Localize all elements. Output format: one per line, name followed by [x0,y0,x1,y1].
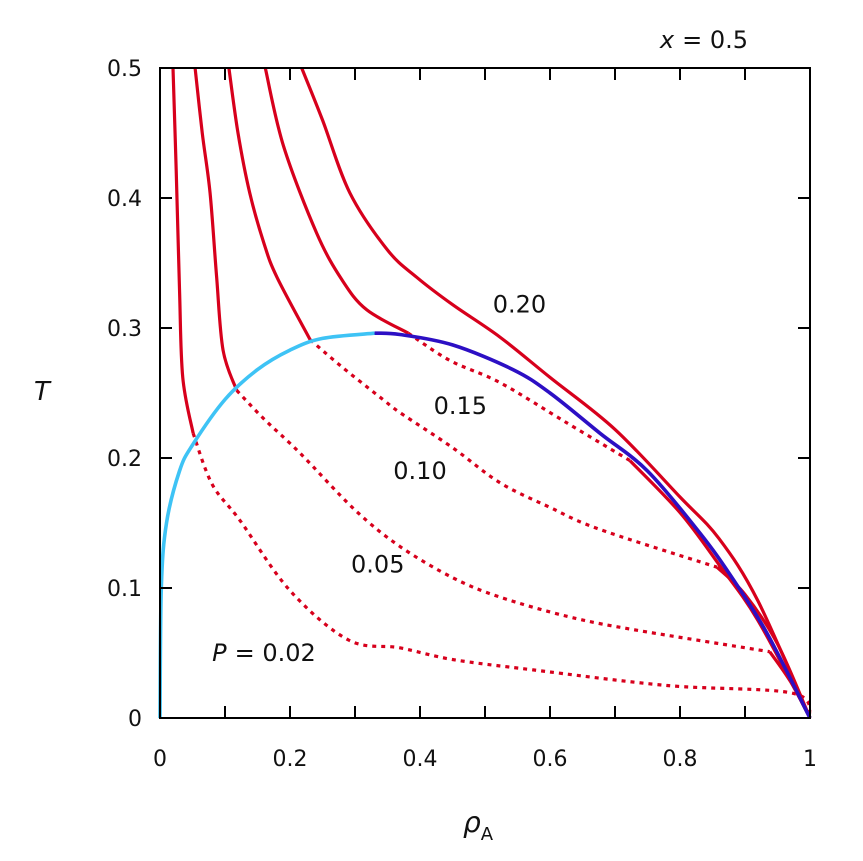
isobar-metastable-0.15 [407,331,631,462]
isobar-label-0.15: 0.15 [434,392,487,420]
isobar-metastable-0.02 [191,432,812,719]
curves-layer [158,67,812,719]
isobar-series-0.20 [300,67,812,719]
isobar-label-0.05: 0.05 [351,551,404,579]
isobar-liquid-0.10 [715,566,812,719]
isobar-liquid-0.15 [628,459,812,719]
coexistence-gas-branch [158,331,375,719]
ticks-layer: 0 0.2 0.4 0.6 0.8 1 0 0.1 0.2 0.3 0.4 0.5 [107,57,817,772]
isobar-line-0.10 [227,67,312,341]
isobar-line-0.15 [263,67,410,335]
isobar-line-0.02 [171,67,195,434]
chart-title: x = 0.5 [659,26,748,54]
x-axis-label: ρA [463,806,494,845]
coexistence-liquid-branch [374,331,812,719]
y-tick-label: 0.2 [107,447,142,472]
y-tick-label: 0 [128,707,142,732]
isobar-series-0.15 [263,67,812,719]
annotation-layer: P = 0.02 0.05 0.10 0.15 0.20 [212,291,546,667]
x-axis-symbol: ρ [463,806,481,839]
title-variable: x [659,26,675,54]
x-tick-label: 0.6 [533,747,568,772]
isobar-label-0.10: 0.10 [393,457,446,485]
y-tick-label: 0.4 [107,187,142,212]
x-tick-label: 0.2 [273,747,308,772]
title-value: = 0.5 [682,26,748,54]
x-axis-subscript: A [481,824,494,845]
x-tick-label: 1 [803,747,817,772]
isobar-series-0.02 [171,67,812,719]
y-axis-label: T [34,377,52,407]
isobar-label-0.20: 0.20 [493,291,546,319]
y-tick-label: 0.1 [107,577,142,602]
x-tick-label: 0.8 [663,747,698,772]
isobar-series-0.05 [193,67,812,719]
y-tick-label: 0.5 [107,57,142,82]
isobar-line-0.20 [300,67,812,719]
isobar-label-0.02: P = 0.02 [212,639,316,667]
x-tick-label: 0 [153,747,167,772]
y-tick-label: 0.3 [107,317,142,342]
isobar-metastable-0.10 [309,338,718,569]
isobar-line-0.05 [193,67,239,391]
x-tick-label: 0.4 [403,747,438,772]
